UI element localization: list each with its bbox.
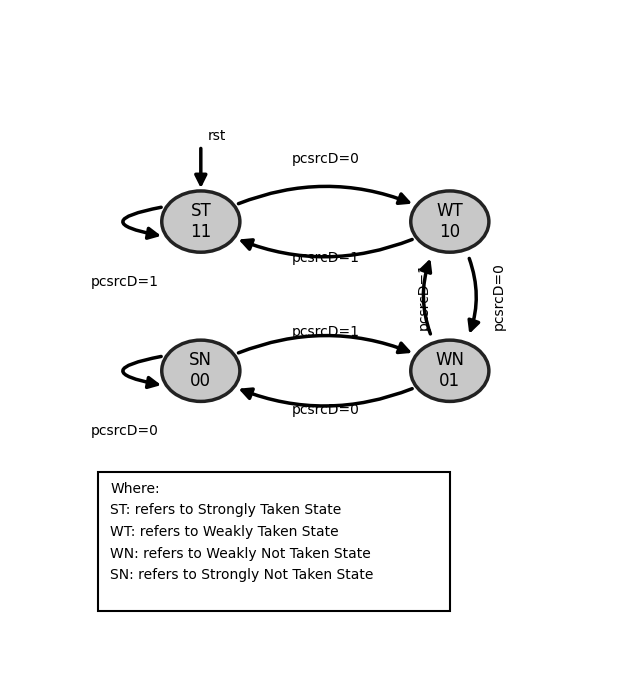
Text: ST
11: ST 11 [190, 202, 212, 241]
Ellipse shape [411, 191, 489, 252]
Text: WN
01: WN 01 [435, 352, 464, 390]
FancyArrowPatch shape [421, 262, 430, 334]
Text: SN
00: SN 00 [189, 352, 212, 390]
Text: pcsrcD=1: pcsrcD=1 [291, 325, 359, 339]
FancyArrowPatch shape [123, 208, 161, 238]
Ellipse shape [162, 340, 240, 401]
Text: pcsrcD=1: pcsrcD=1 [291, 251, 359, 265]
FancyArrowPatch shape [469, 258, 479, 330]
FancyArrowPatch shape [238, 336, 409, 353]
Text: WT
10: WT 10 [437, 202, 463, 241]
FancyArrowPatch shape [238, 186, 409, 203]
FancyBboxPatch shape [98, 472, 450, 610]
Text: pcsrcD=1: pcsrcD=1 [416, 262, 430, 330]
Text: pcsrcD=0: pcsrcD=0 [292, 403, 359, 417]
Text: pcsrcD=0: pcsrcD=0 [292, 152, 359, 165]
FancyArrowPatch shape [242, 239, 412, 257]
Text: pcsrcD=1: pcsrcD=1 [91, 275, 159, 289]
Ellipse shape [162, 191, 240, 252]
Text: rst: rst [208, 129, 227, 143]
FancyArrowPatch shape [123, 356, 161, 388]
Text: pcsrcD=0: pcsrcD=0 [491, 262, 505, 330]
Text: Where:
ST: refers to Strongly Taken State
WT: refers to Weakly Taken State
WN: r: Where: ST: refers to Strongly Taken Stat… [110, 482, 374, 583]
Text: pcsrcD=0: pcsrcD=0 [91, 424, 159, 438]
FancyArrowPatch shape [242, 389, 412, 406]
Ellipse shape [411, 340, 489, 401]
